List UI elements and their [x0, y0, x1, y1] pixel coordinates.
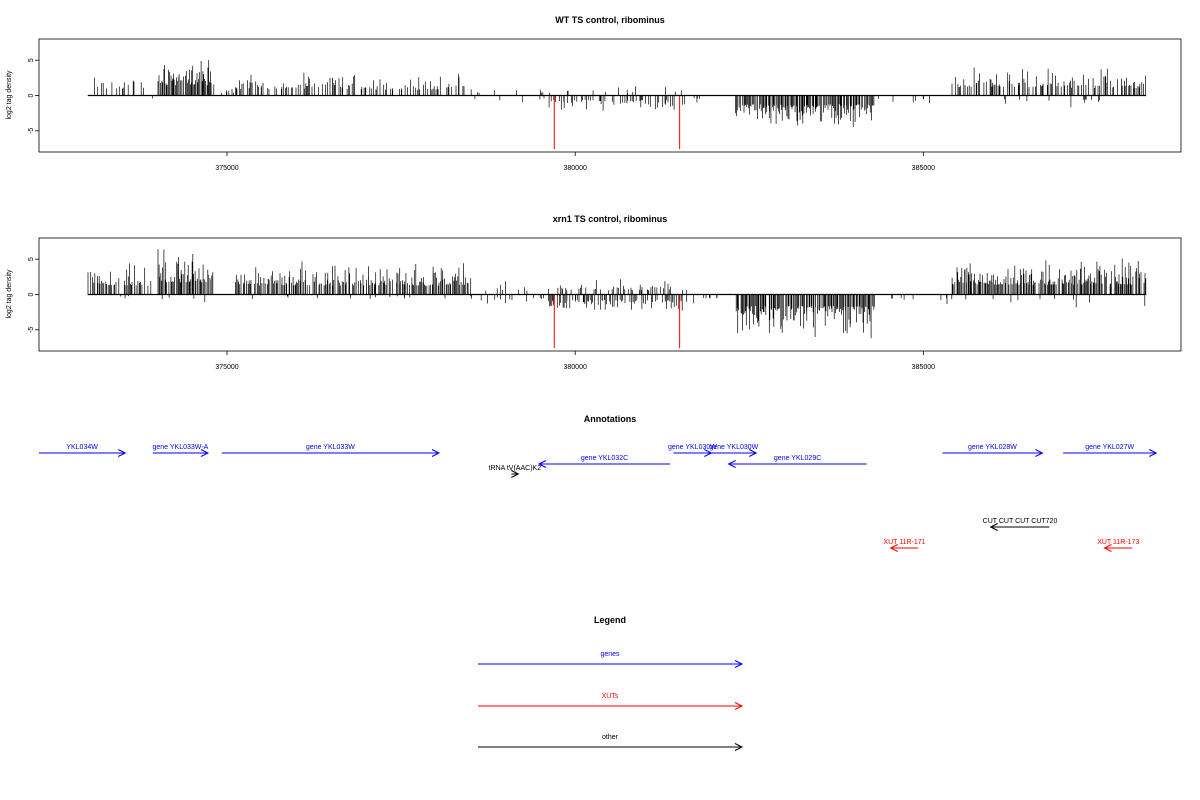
annotation-feature: XUT 11R-173 [1097, 539, 1139, 552]
signal-bars [94, 60, 1146, 128]
feature-label: tRNA tV(AAC)K2 [489, 465, 542, 472]
y-axis-label: log2 tag density [6, 70, 13, 120]
feature-label: XUT 11R-173 [1097, 539, 1139, 546]
legend-item-xut: XUTs [478, 693, 744, 710]
feature-label: YKL034W [66, 444, 98, 451]
bar-layer [94, 60, 1146, 150]
legend-panel: Legend genes XUTs other [478, 615, 744, 751]
arrow-head [748, 449, 758, 457]
arrow-head [537, 460, 547, 468]
arrow-head [889, 544, 898, 552]
feature-label: gene YKL028W [968, 444, 1017, 451]
arrow-head [734, 660, 744, 668]
bar-layer [87, 249, 1147, 349]
wt-track-panel: WT TS control, ribominus log2 tag densit… [6, 15, 1182, 172]
annotation-feature: gene YKL032C [537, 455, 671, 468]
annotation-feature: gene YKL030W [709, 444, 759, 457]
y-tick-label: -5 [28, 327, 35, 333]
y-axis-label: log2 tag density [6, 269, 13, 319]
legend-item-gene: genes [478, 651, 744, 668]
arrow-head [117, 449, 127, 457]
y-tick-label: 0 [28, 292, 35, 296]
y-tick-label: -5 [28, 128, 35, 134]
arrow-head [734, 743, 744, 751]
annotation-feature: gene YKL033W [221, 444, 441, 457]
legend-label: other [602, 734, 619, 741]
arrow-head [727, 460, 736, 468]
arrow-head [989, 523, 998, 531]
arrow-head [734, 702, 744, 710]
annotations-title: Annotations [584, 414, 637, 424]
feature-label: gene YKL030W [668, 444, 717, 451]
x-tick-label: 375000 [215, 364, 238, 371]
annotations-panel: Annotations YKL034W gene YKL033W-A gene YK… [39, 414, 1158, 552]
y-tick-label: 0 [28, 93, 35, 97]
legend-label: XUTs [602, 693, 619, 700]
annotation-feature: YKL034W [39, 444, 127, 457]
y-tick-label: 5 [28, 58, 35, 62]
annotation-feature: tRNA tV(AAC)K2 [489, 465, 542, 478]
y-tick-label: 5 [28, 257, 35, 261]
signal-bars [87, 249, 1147, 339]
x-tick-label: 385000 [912, 165, 935, 172]
x-tick-label: 380000 [564, 165, 587, 172]
legend-label: genes [600, 651, 620, 658]
annotation-feature: gene YKL029C [727, 455, 867, 468]
axes-layer: -5 0 5 375000 380000 385000 [28, 58, 1147, 172]
annotation-feature: gene YKL030W [668, 444, 717, 457]
arrow-head [431, 449, 441, 457]
feature-label: gene YKL033W-A [152, 444, 208, 451]
annotation-feature: gene YKL027W [1063, 444, 1158, 457]
axes-layer: -5 0 5 375000 380000 385000 [28, 257, 1147, 371]
feature-label: CUT CUT CUT CUT720 [983, 518, 1058, 525]
arrow-head [1035, 449, 1044, 457]
annotation-feature: gene YKL028W [942, 444, 1044, 457]
feature-label: gene YKL030W [709, 444, 758, 451]
feature-label: gene YKL029C [774, 455, 821, 462]
legend-title: Legend [594, 615, 626, 625]
annotation-features: YKL034W gene YKL033W-A gene YKL033W gene YK… [39, 444, 1158, 552]
x-tick-label: 380000 [564, 364, 587, 371]
feature-label: gene YKL027W [1085, 444, 1134, 451]
arrow-head [511, 470, 520, 478]
xrn1-track-panel: xrn1 TS control, ribominus log2 tag dens… [6, 214, 1182, 371]
panel-title: xrn1 TS control, ribominus [553, 214, 668, 224]
arrow-head [704, 449, 713, 457]
annotation-feature: CUT CUT CUT CUT720 [983, 518, 1058, 531]
legend-item-other: other [478, 734, 744, 751]
feature-label: gene YKL033W [306, 444, 355, 451]
legend-items: genes XUTs other [478, 651, 744, 751]
x-tick-label: 375000 [215, 165, 238, 172]
feature-label: XUT 11R-171 [883, 539, 925, 546]
arrow-head [200, 449, 210, 457]
feature-label: gene YKL032C [581, 455, 628, 462]
annotation-feature: XUT 11R-171 [883, 539, 926, 552]
annotation-feature: gene YKL033W-A [152, 444, 210, 457]
arrow-head [1103, 544, 1112, 552]
arrow-head [1148, 449, 1158, 457]
x-tick-label: 385000 [912, 364, 935, 371]
panel-title: WT TS control, ribominus [555, 15, 665, 25]
